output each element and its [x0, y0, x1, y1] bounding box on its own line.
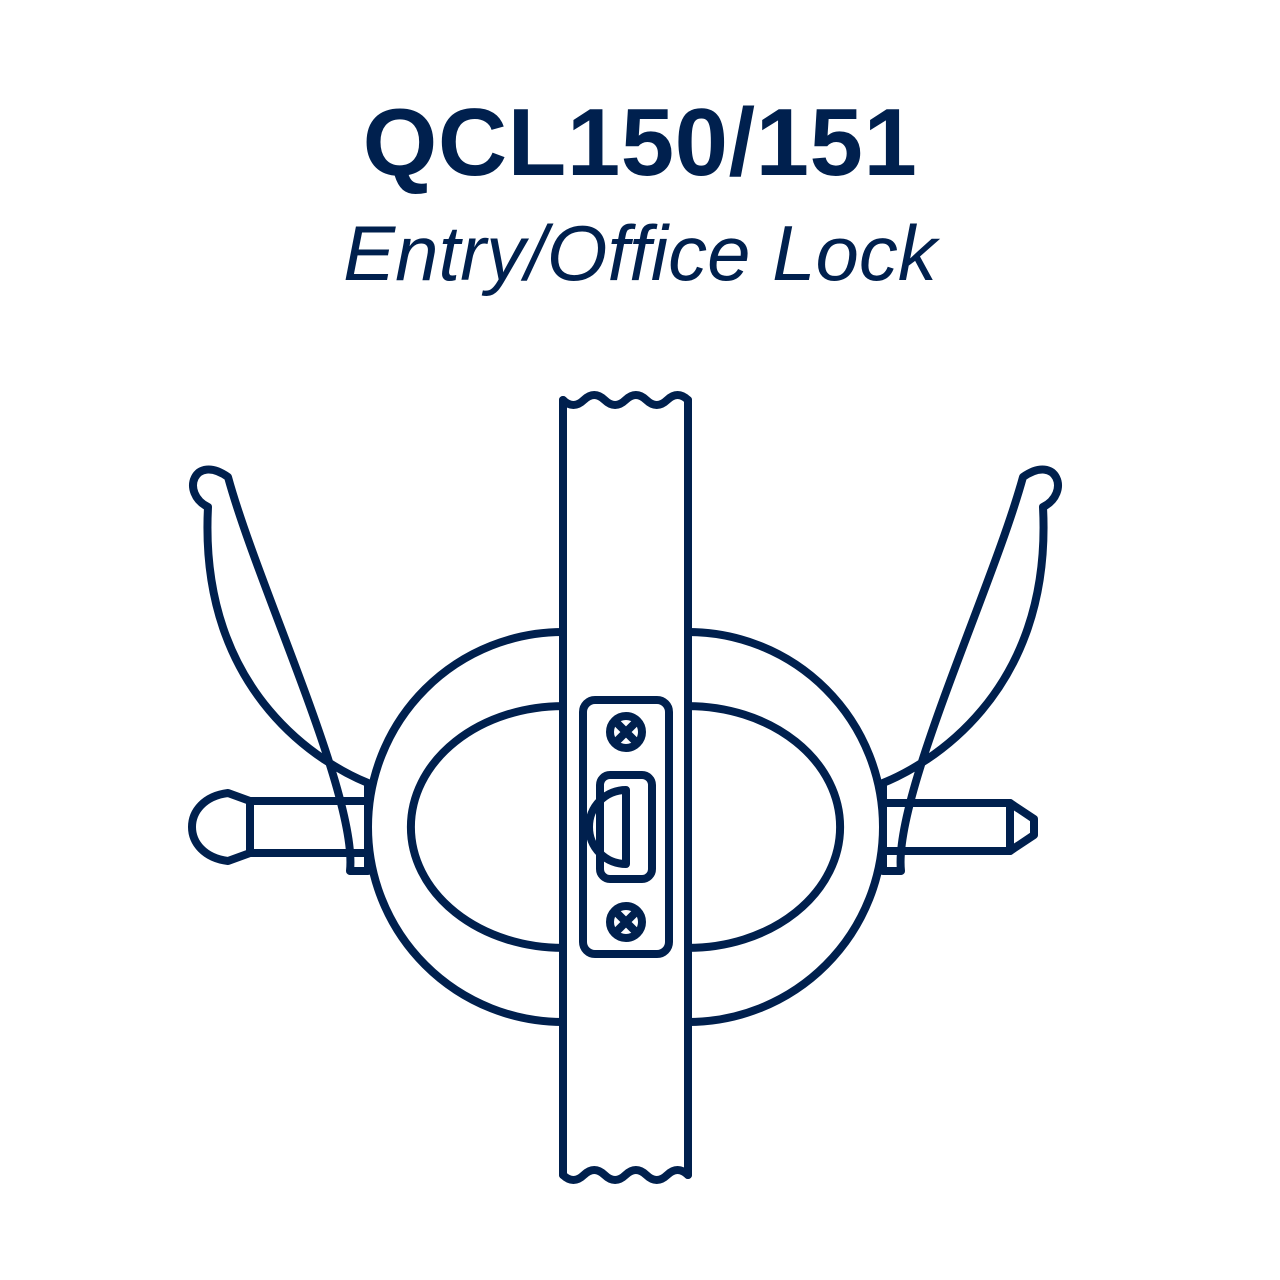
latch-bolt — [589, 790, 626, 864]
key-cylinder-tip — [1010, 803, 1034, 851]
door-break-top — [563, 395, 688, 405]
lever-handle-right — [883, 469, 1058, 871]
faceplate-screw-slot — [616, 912, 635, 931]
lock-diagram — [0, 0, 1280, 1280]
faceplate-screw-slot — [616, 722, 635, 741]
thumbturn — [192, 793, 250, 861]
lever-handle-left — [193, 469, 368, 871]
door-break-bottom — [563, 1170, 688, 1180]
